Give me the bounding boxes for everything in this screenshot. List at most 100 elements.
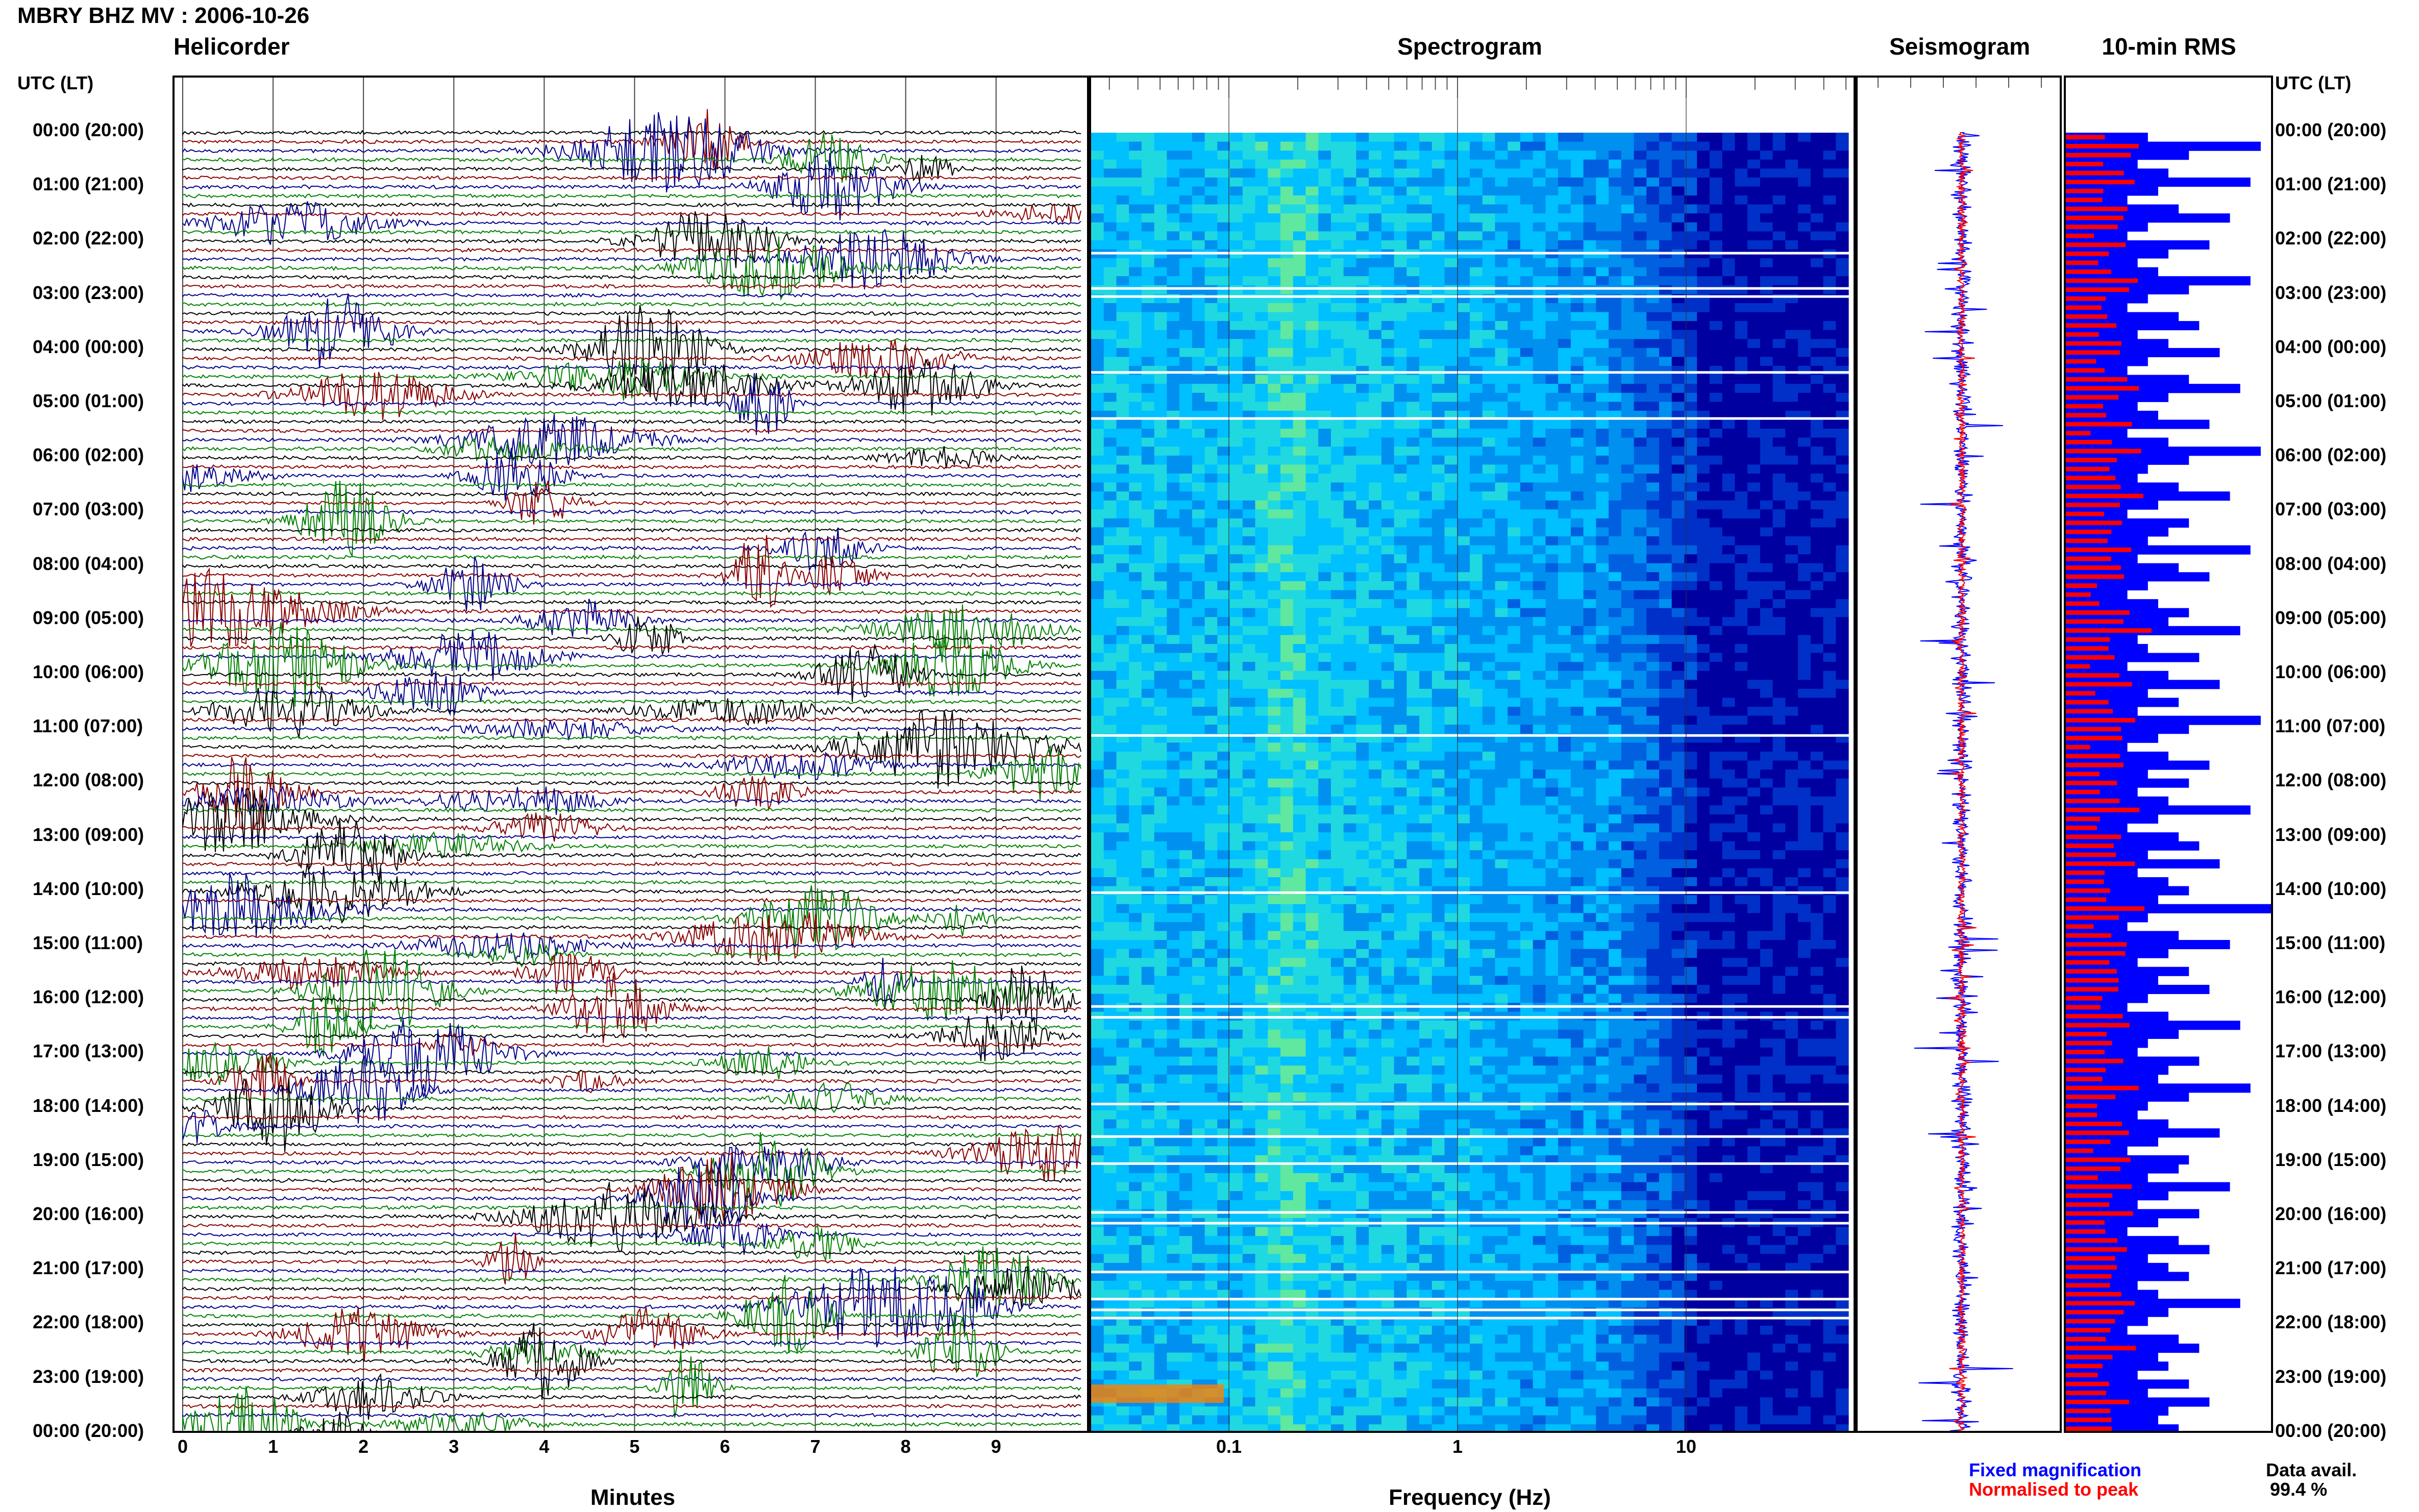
helicorder-trace-row [182, 567, 1081, 647]
rms-normalised-bar [2066, 1399, 2129, 1404]
spectrogram-row [1091, 671, 1849, 680]
spectrogram-row [1091, 904, 1849, 913]
rms-normalised-bar [2066, 1095, 2116, 1099]
rms-normalised-bar [2066, 700, 2109, 705]
spectrogram-x-tick-label: 0.1 [1216, 1436, 1242, 1457]
rms-normalised-bar [2066, 825, 2097, 830]
rms-normalised-bar [2066, 1301, 2135, 1306]
helicorder-trace-row [182, 753, 1081, 759]
rms-normalised-bar [2066, 529, 2112, 534]
rms-normalised-bar [2066, 799, 2120, 803]
rms-normalised-bar [2066, 906, 2144, 911]
spectrogram-row [1091, 1074, 1849, 1084]
helicorder-trace-row [182, 1081, 1081, 1113]
helicorder-trace-row [182, 275, 1081, 280]
rms-normalised-bar [2066, 1310, 2124, 1315]
helicorder-trace-row [182, 437, 1081, 462]
left-time-label: 15:00 (11:00) [33, 932, 143, 953]
spectrogram-row [1091, 151, 1849, 160]
rms-normalised-bar [2066, 709, 2113, 714]
helicorder-trace-row [182, 1052, 1081, 1113]
rms-normalised-bar [2066, 1292, 2121, 1297]
rms-normalised-bar [2066, 207, 2128, 211]
helicorder-trace-row [182, 527, 1081, 533]
helicorder-x-tick-label: 8 [900, 1436, 911, 1457]
rms-normalised-bar [2066, 1157, 2131, 1162]
rms-normalised-bar [2066, 682, 2132, 687]
rms-normalised-bar [2066, 287, 2129, 292]
rms-normalised-bar [2066, 987, 2118, 992]
spectrogram-row [1091, 402, 1849, 411]
helicorder-trace-row [182, 1132, 1081, 1207]
helicorder-trace-row [182, 294, 1081, 368]
rms-normalised-bar [2066, 431, 2091, 436]
helicorder-trace-row [182, 527, 1081, 572]
spectrogram-row [1091, 1262, 1849, 1272]
helicorder-trace-row [182, 1350, 1081, 1418]
left-time-label: 21:00 (17:00) [33, 1257, 144, 1279]
rms-normalised-bar [2066, 592, 2091, 597]
spectrogram-row [1091, 1182, 1849, 1192]
spectrogram-row [1091, 643, 1849, 653]
rms-normalised-bar [2066, 942, 2127, 947]
spectrogram-hotspot [1091, 1384, 1224, 1403]
spectrogram-row [1091, 931, 1849, 940]
spectrogram-row [1091, 1164, 1849, 1174]
helicorder-trace-row [182, 873, 1081, 937]
left-time-label: 00:00 (20:00) [33, 1420, 144, 1441]
seismogram-fixed-trace [1914, 132, 2013, 1431]
helicorder-trace-row [182, 746, 1081, 801]
rms-normalised-bar [2066, 736, 2122, 740]
helicorder-panel [172, 76, 1089, 1433]
rms-normalised-bar [2066, 1130, 2129, 1135]
spectrogram-row [1091, 1146, 1849, 1156]
spectrogram-row [1091, 348, 1849, 357]
helicorder-trace-row [182, 1030, 1081, 1057]
helicorder-trace-row [182, 973, 1081, 1044]
rms-normalised-bar [2066, 574, 2124, 579]
spectrogram-row [1091, 1227, 1849, 1236]
seismogram-trace [1878, 78, 2042, 1431]
rms-normalised-bar [2066, 628, 2152, 633]
helicorder-trace-row [182, 871, 1081, 876]
rms-normalised-bar [2066, 296, 2106, 301]
spectrogram-row [1091, 177, 1849, 187]
rms-normalised-bar [2066, 1050, 2105, 1055]
spectrogram-data-gap [1091, 417, 1854, 420]
helicorder-trace-row [182, 201, 1081, 245]
left-time-label: 23:00 (19:00) [33, 1366, 144, 1387]
data-avail-value: 99.4 % [2270, 1479, 2328, 1500]
spectrogram-x-label: Frequency (Hz) [1389, 1485, 1551, 1510]
rms-normalised-bar [2066, 225, 2118, 229]
helicorder-trace-row [182, 1386, 1081, 1431]
spectrogram-row [1091, 419, 1849, 429]
helicorder-trace-row [182, 283, 1081, 289]
spectrogram-row [1091, 1056, 1849, 1066]
spectrogram-row [1091, 474, 1849, 483]
rms-normalised-bar [2066, 960, 2110, 965]
spectrogram-row [1091, 1173, 1849, 1182]
right-time-label: 20:00 (16:00) [2275, 1203, 2387, 1224]
helicorder-trace-row [182, 554, 1081, 560]
helicorder-trace-row [182, 301, 1081, 307]
rms-normalised-bar [2066, 476, 2116, 481]
seismogram-normalised-trace [1947, 132, 1977, 1431]
right-time-label: 17:00 (13:00) [2275, 1040, 2387, 1062]
helicorder-trace-row [182, 780, 1081, 786]
left-time-label: 11:00 (07:00) [33, 715, 143, 737]
rms-normalised-bar [2066, 368, 2105, 373]
rms-normalised-bar [2066, 1381, 2109, 1386]
right-time-label: 18:00 (14:00) [2275, 1095, 2387, 1116]
spectrogram-row [1091, 455, 1849, 465]
rms-normalised-bar [2066, 1418, 2112, 1422]
spectrogram-row [1091, 133, 1849, 142]
rms-normalised-bar [2066, 1238, 2117, 1243]
spectrogram-row [1091, 491, 1849, 501]
helicorder-trace-row [182, 419, 1081, 425]
helicorder-trace-row [182, 629, 1081, 681]
spectrogram-row [1091, 635, 1849, 645]
helicorder-trace-row [182, 1224, 1081, 1261]
spectrogram-row [1091, 1370, 1849, 1380]
spectrogram-row [1091, 913, 1849, 923]
helicorder-trace-row [182, 133, 1081, 183]
